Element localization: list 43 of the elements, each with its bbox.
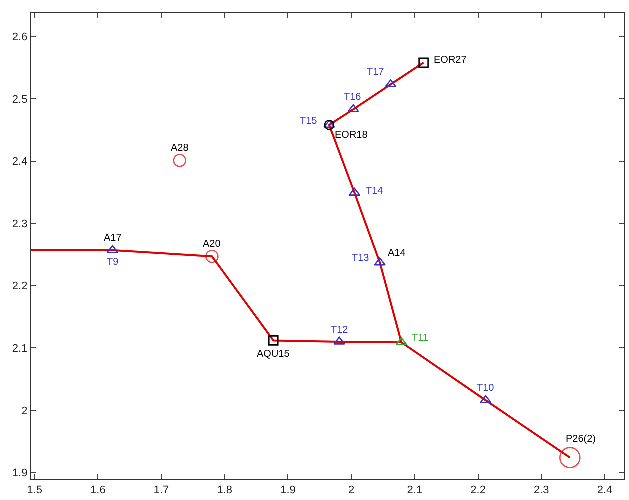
x-tick-label: 2.4: [597, 484, 613, 496]
point: [268, 336, 279, 346]
point: [374, 258, 386, 266]
y-tick-label: 1.9: [12, 468, 28, 480]
x-tick-label: 1.7: [154, 484, 170, 496]
y-tick-label: 2.3: [12, 218, 28, 230]
annotation: A14: [388, 248, 406, 259]
x-tick-label: 1.6: [90, 484, 106, 496]
y-tick-label: 2.1: [12, 343, 28, 356]
y-tick-label: 2.2: [12, 280, 28, 293]
annotation: EOR18: [335, 130, 368, 141]
annotation: T14: [366, 186, 384, 197]
y-tick-label: 2.6: [12, 32, 28, 44]
annotation: P26(2): [566, 434, 596, 445]
x-tick-label: 2.3: [534, 484, 550, 496]
point: [396, 337, 408, 346]
x-tick-label: 2.1: [407, 484, 423, 496]
annotation: T13: [352, 253, 370, 264]
annotation: T11: [412, 333, 429, 344]
annotation: T17: [367, 67, 385, 78]
point: [418, 58, 429, 68]
y-tick-label: 2.4: [12, 156, 28, 168]
annotation: T9: [107, 257, 120, 268]
annotation: A20: [203, 239, 222, 250]
annotation: EOR27: [434, 55, 468, 66]
annotation: AQU15: [257, 349, 290, 360]
point: [385, 79, 397, 88]
y-tick-label: 2: [22, 405, 28, 418]
x-tick-label: 1.9: [280, 484, 296, 496]
annotation: T10: [477, 383, 495, 394]
annotation: T12: [331, 325, 349, 336]
annotation: A28: [171, 143, 190, 154]
x-tick-label: 2: [348, 484, 355, 496]
y-tick-label: 2.5: [12, 94, 28, 106]
annotation: T15: [300, 116, 318, 127]
point: [334, 336, 346, 345]
x-tick-label: 1.8: [217, 484, 233, 496]
point: [480, 395, 492, 404]
x-tick-label: 1.5: [27, 484, 42, 496]
x-tick-label: 2.2: [470, 484, 486, 496]
point: [348, 104, 360, 112]
annotation: T16: [344, 92, 362, 103]
annotation: A17: [104, 233, 122, 244]
